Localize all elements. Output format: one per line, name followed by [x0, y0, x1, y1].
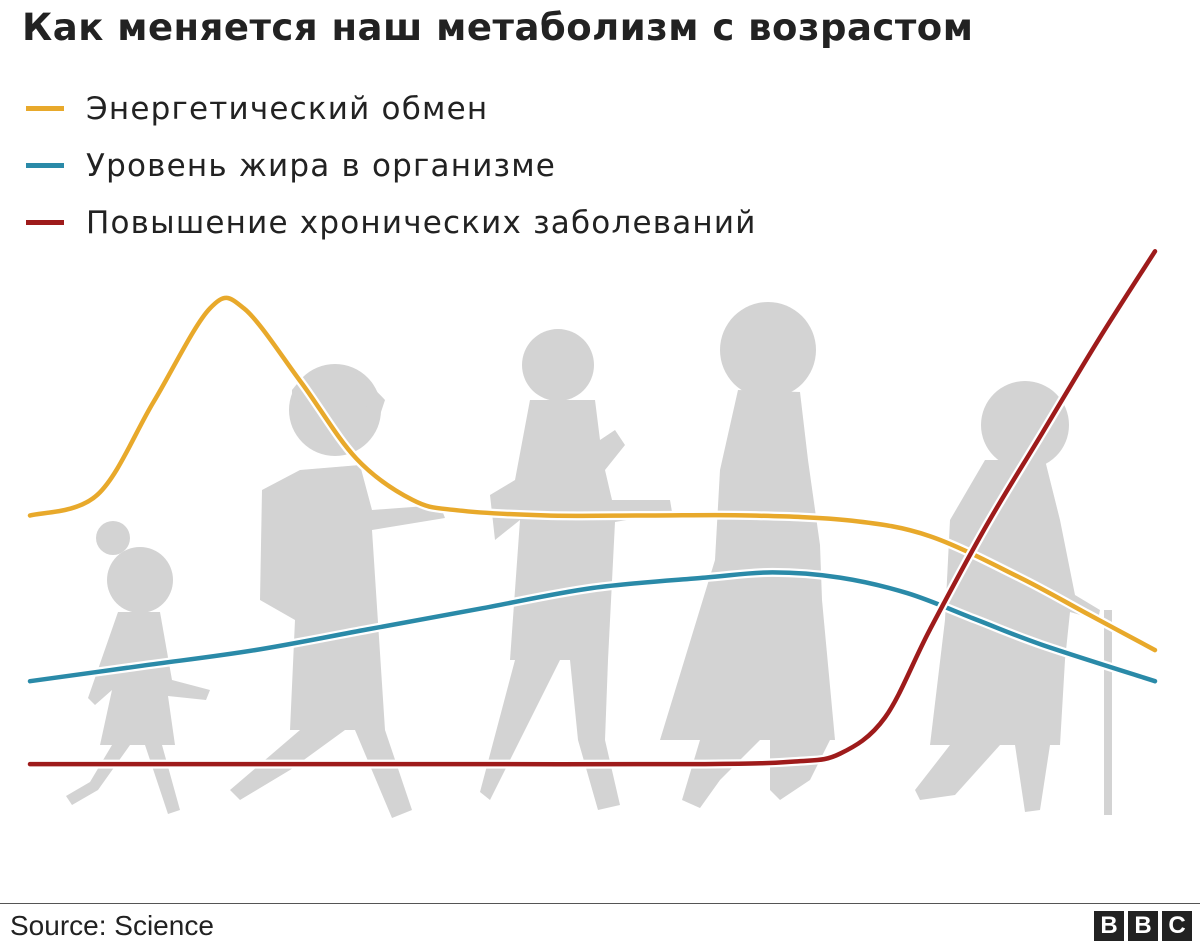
- legend-label-energy: Энергетический обмен: [86, 90, 489, 127]
- legend-item-energy: Энергетический обмен: [26, 80, 757, 137]
- child-silhouette: [66, 521, 210, 814]
- legend-swatch-fat: [26, 163, 64, 168]
- adult-silhouette: [480, 329, 672, 810]
- legend-swatch-energy: [26, 106, 64, 111]
- teen-silhouette: [230, 364, 445, 818]
- legend-item-fat: Уровень жира в организме: [26, 137, 757, 194]
- legend-label-disease: Повышение хронических заболеваний: [86, 204, 757, 241]
- source-note: Source: Science: [10, 910, 214, 941]
- logo-letter-b1: B: [1094, 911, 1124, 941]
- logo-letter-c: C: [1162, 911, 1192, 941]
- series-line-disease: [27, 249, 1158, 767]
- chart-title: Как меняется наш метаболизм с возрастом: [22, 6, 974, 49]
- legend-label-fat: Уровень жира в организме: [86, 147, 557, 184]
- bbc-logo: B B C: [1094, 911, 1192, 941]
- chart-plot: [25, 246, 1160, 818]
- footer-divider: [0, 903, 1200, 904]
- series-line-fat: [27, 570, 1158, 684]
- logo-letter-b2: B: [1128, 911, 1158, 941]
- woman-silhouette: [660, 302, 835, 808]
- series-line-energy: [27, 295, 1158, 653]
- legend-swatch-disease: [26, 220, 64, 225]
- silhouettes-background: [66, 302, 1112, 818]
- legend: Энергетический обмен Уровень жира в орга…: [26, 80, 757, 251]
- elder-silhouette: [915, 381, 1112, 815]
- series-layer: [25, 246, 1160, 769]
- legend-item-disease: Повышение хронических заболеваний: [26, 194, 757, 251]
